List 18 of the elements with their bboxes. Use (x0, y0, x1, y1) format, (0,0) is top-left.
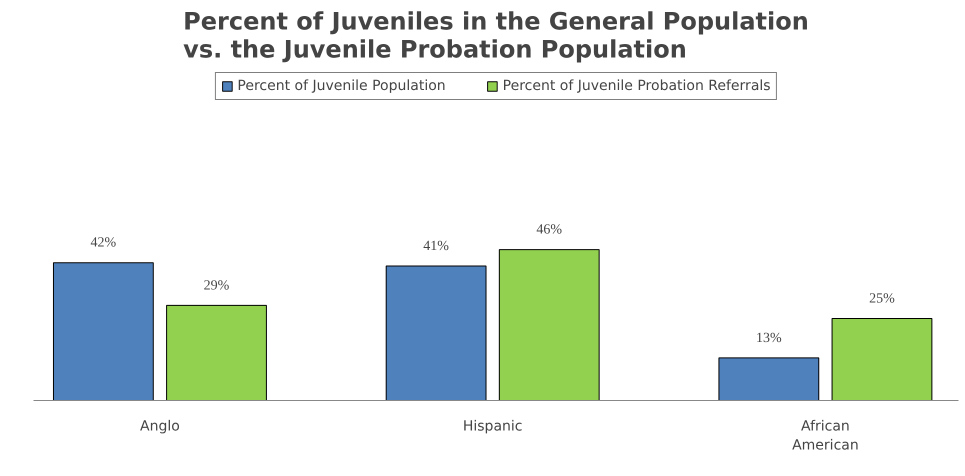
bar (498, 249, 600, 400)
bar (718, 357, 820, 400)
legend-label: Percent of Juvenile Population (237, 78, 446, 94)
data-label: 41% (423, 238, 450, 254)
legend-label: Percent of Juvenile Probation Referrals (502, 78, 771, 94)
bar (52, 262, 154, 400)
data-label: 46% (536, 222, 562, 238)
data-label: 42% (90, 236, 117, 251)
data-label: 25% (869, 291, 896, 306)
x-tick-label: Hispanic (462, 418, 522, 434)
x-tick-label: Anglo (140, 418, 180, 434)
x-tick-label: African American (792, 418, 859, 454)
data-label: 13% (756, 330, 782, 346)
bar (166, 304, 267, 400)
bar (386, 265, 487, 400)
chart-title: Percent of Juveniles in the General Population vs. the Juvenile Probation Population (183, 8, 809, 64)
data-label: 29% (204, 278, 230, 294)
bar (832, 318, 932, 400)
